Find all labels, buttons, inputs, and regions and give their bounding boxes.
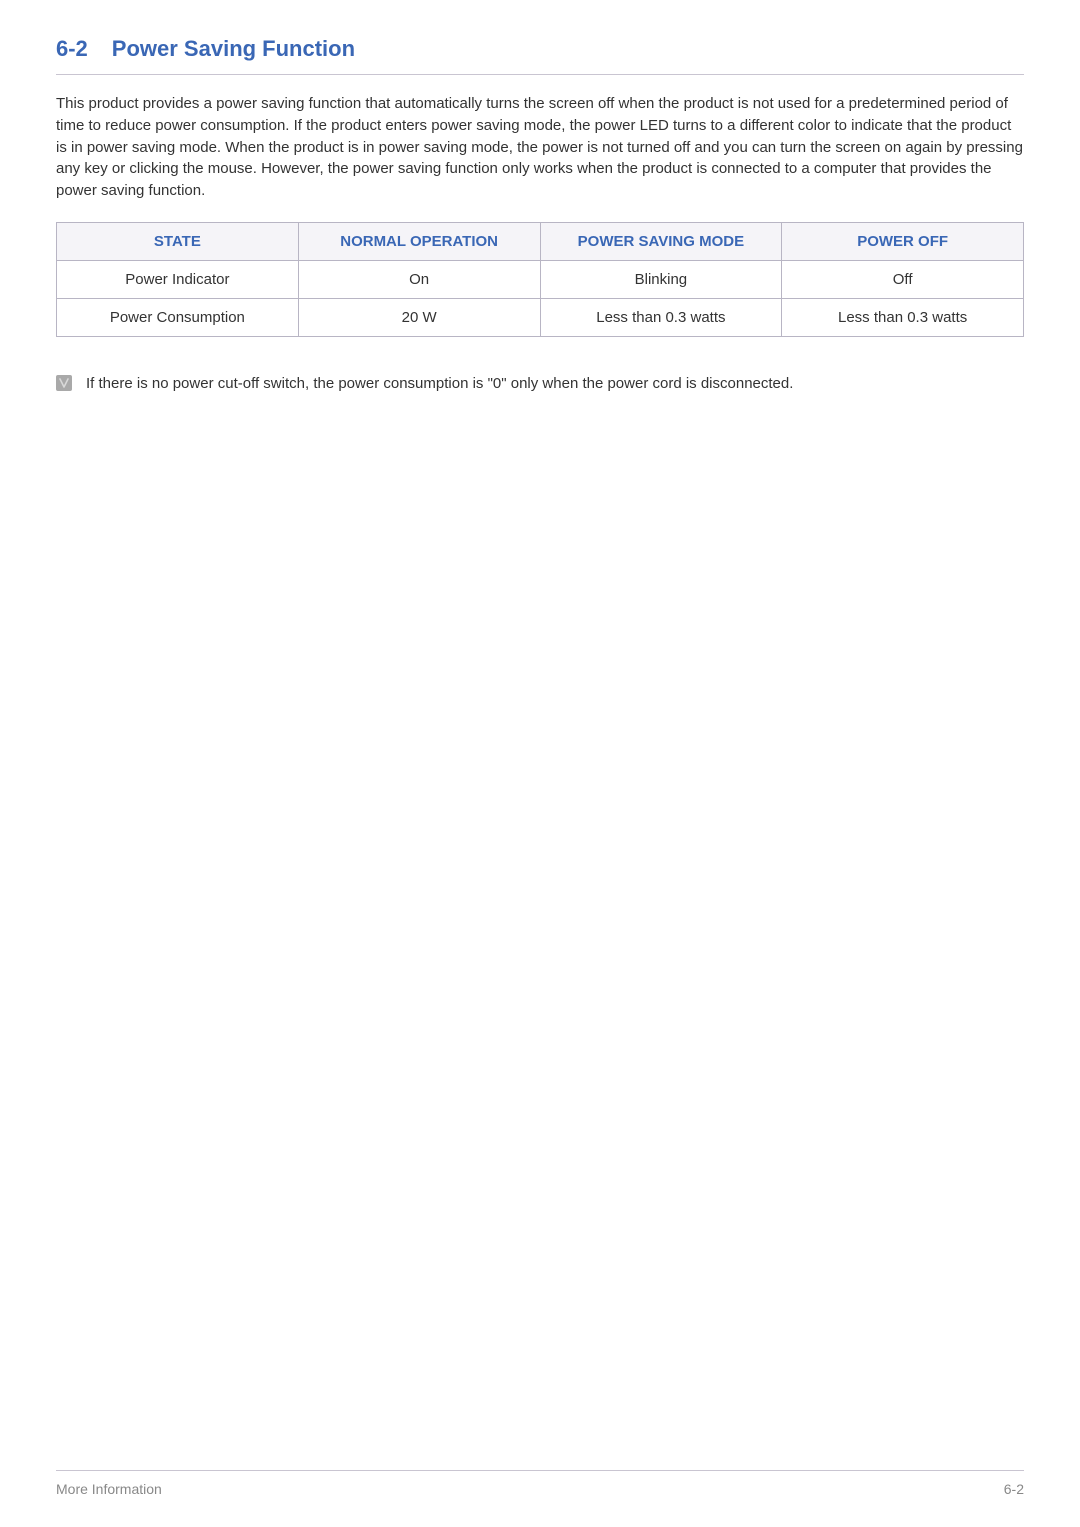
- note-text: If there is no power cut-off switch, the…: [86, 375, 793, 392]
- cell-saving-1: Less than 0.3 watts: [540, 298, 782, 336]
- col-header-state: STATE: [57, 222, 299, 260]
- cell-off-0: Off: [782, 260, 1024, 298]
- cell-normal-1: 20 W: [298, 298, 540, 336]
- note: If there is no power cut-off switch, the…: [56, 375, 1024, 392]
- section-heading: 6-2 Power Saving Function: [56, 36, 1024, 75]
- cell-saving-0: Blinking: [540, 260, 782, 298]
- col-header-normal: NORMAL OPERATION: [298, 222, 540, 260]
- section-number: 6-2: [56, 36, 88, 62]
- cell-normal-0: On: [298, 260, 540, 298]
- cell-state-0: Power Indicator: [57, 260, 299, 298]
- cell-state-1: Power Consumption: [57, 298, 299, 336]
- document-page: 6-2 Power Saving Function This product p…: [0, 0, 1080, 1527]
- footer-left: More Information: [56, 1481, 162, 1497]
- table-row: Power Indicator On Blinking Off: [57, 260, 1024, 298]
- cell-off-1: Less than 0.3 watts: [782, 298, 1024, 336]
- col-header-saving: POWER SAVING MODE: [540, 222, 782, 260]
- section-title: Power Saving Function: [112, 36, 355, 62]
- power-saving-table: STATE NORMAL OPERATION POWER SAVING MODE…: [56, 222, 1024, 337]
- footer-right: 6-2: [1004, 1481, 1024, 1497]
- page-footer: More Information 6-2: [56, 1470, 1024, 1497]
- note-icon: [56, 375, 72, 391]
- intro-paragraph: This product provides a power saving fun…: [56, 93, 1024, 202]
- col-header-off: POWER OFF: [782, 222, 1024, 260]
- table-row: Power Consumption 20 W Less than 0.3 wat…: [57, 298, 1024, 336]
- table-header-row: STATE NORMAL OPERATION POWER SAVING MODE…: [57, 222, 1024, 260]
